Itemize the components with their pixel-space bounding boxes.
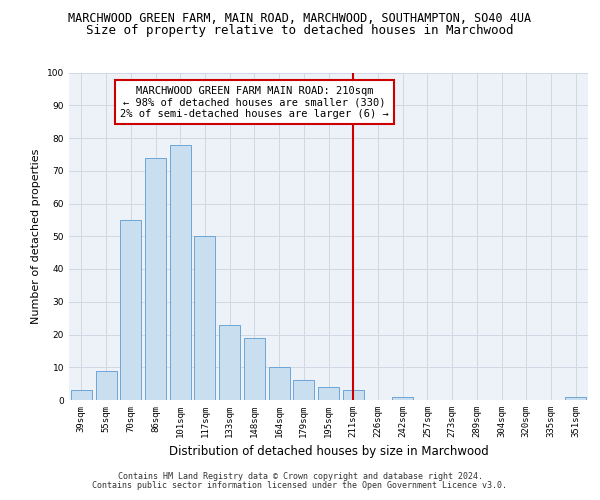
Bar xyxy=(293,380,314,400)
Bar xyxy=(565,396,586,400)
Bar xyxy=(145,158,166,400)
Text: MARCHWOOD GREEN FARM, MAIN ROAD, MARCHWOOD, SOUTHAMPTON, SO40 4UA: MARCHWOOD GREEN FARM, MAIN ROAD, MARCHWO… xyxy=(68,12,532,26)
Bar xyxy=(392,396,413,400)
Y-axis label: Number of detached properties: Number of detached properties xyxy=(31,148,41,324)
X-axis label: Distribution of detached houses by size in Marchwood: Distribution of detached houses by size … xyxy=(169,446,488,458)
Text: MARCHWOOD GREEN FARM MAIN ROAD: 210sqm
← 98% of detached houses are smaller (330: MARCHWOOD GREEN FARM MAIN ROAD: 210sqm ←… xyxy=(120,86,389,119)
Bar xyxy=(244,338,265,400)
Text: Contains HM Land Registry data © Crown copyright and database right 2024.: Contains HM Land Registry data © Crown c… xyxy=(118,472,482,481)
Bar xyxy=(95,370,116,400)
Bar xyxy=(343,390,364,400)
Text: Size of property relative to detached houses in Marchwood: Size of property relative to detached ho… xyxy=(86,24,514,37)
Bar xyxy=(194,236,215,400)
Bar xyxy=(269,367,290,400)
Bar xyxy=(120,220,141,400)
Bar xyxy=(219,324,240,400)
Bar xyxy=(170,144,191,400)
Bar xyxy=(318,387,339,400)
Bar xyxy=(71,390,92,400)
Text: Contains public sector information licensed under the Open Government Licence v3: Contains public sector information licen… xyxy=(92,481,508,490)
